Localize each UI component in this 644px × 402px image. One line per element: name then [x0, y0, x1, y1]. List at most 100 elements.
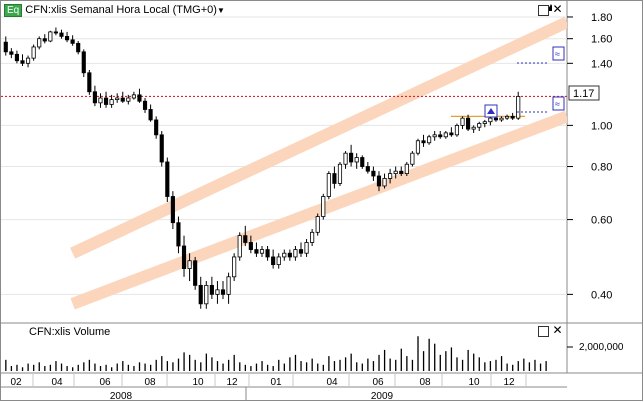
candle: [365, 161, 370, 174]
candle: [282, 249, 287, 261]
candle: [265, 245, 270, 261]
candle: [64, 31, 70, 43]
volume-bar: [378, 354, 380, 371]
candle: [9, 48, 14, 59]
candle: [382, 173, 387, 189]
volume-bar: [211, 357, 213, 371]
event-marker-icon[interactable]: [484, 104, 498, 118]
date-tick-label: 06: [372, 377, 384, 388]
volume-bar: [161, 356, 163, 371]
volume-bar: [16, 364, 18, 371]
volume-bar: [172, 362, 174, 371]
candle: [81, 49, 86, 77]
candle: [14, 50, 19, 64]
volume-bar: [122, 361, 124, 371]
candles: [3, 27, 521, 309]
dropdown-caret-icon[interactable]: ▼: [216, 6, 225, 15]
volume-bar: [244, 364, 246, 371]
plus-marker-icon[interactable]: ≈: [552, 46, 565, 61]
candle: [388, 168, 393, 184]
candle: [354, 153, 359, 169]
candle: [488, 116, 493, 126]
volume-bar: [434, 343, 436, 371]
price-panel[interactable]: [1, 1, 567, 323]
candle: [31, 44, 36, 61]
candle: [154, 116, 159, 139]
volume-bar: [10, 366, 13, 371]
candle: [371, 166, 376, 181]
volume-bar: [33, 364, 35, 371]
volume-bar: [495, 359, 497, 371]
candle: [399, 166, 404, 176]
maximize-icon[interactable]: [538, 5, 549, 16]
candle: [87, 70, 92, 95]
volume-bar: [289, 357, 291, 371]
volume-bar: [200, 362, 202, 371]
candle: [53, 27, 58, 36]
volume-bar: [489, 361, 492, 371]
last-price-tag: 1.17: [573, 88, 594, 100]
candle: [343, 151, 348, 169]
volume-bar: [83, 362, 85, 371]
volume-bar: [356, 362, 358, 371]
volume-bar: [500, 356, 503, 371]
candle: [510, 112, 515, 120]
candle: [37, 36, 42, 50]
volume-bar: [183, 352, 185, 371]
year-label-2008: 2008: [110, 391, 133, 401]
volume-bar: [133, 366, 135, 371]
candle: [293, 245, 298, 261]
volume-bar: [222, 363, 224, 371]
candle: [404, 161, 409, 176]
candle: [232, 253, 237, 282]
candle: [142, 98, 148, 113]
candle: [120, 91, 125, 103]
volume-bar: [328, 356, 330, 371]
candle: [460, 116, 465, 130]
candle: [443, 130, 448, 139]
volume-bar: [88, 359, 91, 371]
plus-marker-icon[interactable]: ≈: [552, 96, 565, 111]
volume-bar: [205, 353, 208, 371]
volume-bar: [523, 358, 525, 371]
candle: [393, 166, 398, 179]
candle: [126, 94, 131, 105]
price-tick-label: 1.40: [591, 58, 612, 70]
volume-bar: [66, 366, 68, 371]
volume-maximize-icon[interactable]: [538, 326, 549, 337]
volume-bar: [60, 363, 63, 371]
chart-header: Eq CFN:xlis Semanal Hora Local (TMG+0)▼: [4, 4, 225, 17]
volume-bar: [49, 364, 52, 371]
volume-bar: [395, 359, 397, 371]
volume-bar: [512, 364, 514, 371]
volume-bar: [177, 358, 180, 371]
volume-bar: [506, 363, 508, 371]
svg-text:≈: ≈: [555, 49, 560, 59]
chart-title: CFN:xlis Semanal Hora Local (TMG+0): [25, 4, 217, 16]
volume-bar: [333, 361, 336, 371]
candle: [499, 116, 504, 122]
volume-bar: [372, 361, 375, 371]
candle: [204, 281, 209, 309]
candle: [376, 171, 382, 192]
volume-close-icon[interactable]: ✕: [552, 323, 563, 337]
volume-bar: [417, 336, 419, 371]
volume-bar: [361, 363, 363, 371]
last-price-tag-box: [568, 85, 600, 101]
candle: [165, 157, 170, 203]
price-tick-label: 1.80: [591, 12, 612, 24]
volume-bar: [367, 358, 369, 371]
candle: [3, 36, 8, 56]
close-icon[interactable]: ✕: [552, 2, 563, 16]
channel-upper-band: [70, 16, 567, 259]
volume-bar: [456, 357, 458, 371]
volume-bar: [44, 366, 46, 371]
eq-badge-icon[interactable]: Eq: [4, 4, 23, 17]
volume-bar: [127, 364, 130, 371]
volume-bar: [400, 348, 402, 371]
candle: [25, 55, 31, 68]
candle: [215, 281, 220, 304]
date-tick-label: 06: [99, 377, 111, 388]
candle: [226, 272, 231, 304]
